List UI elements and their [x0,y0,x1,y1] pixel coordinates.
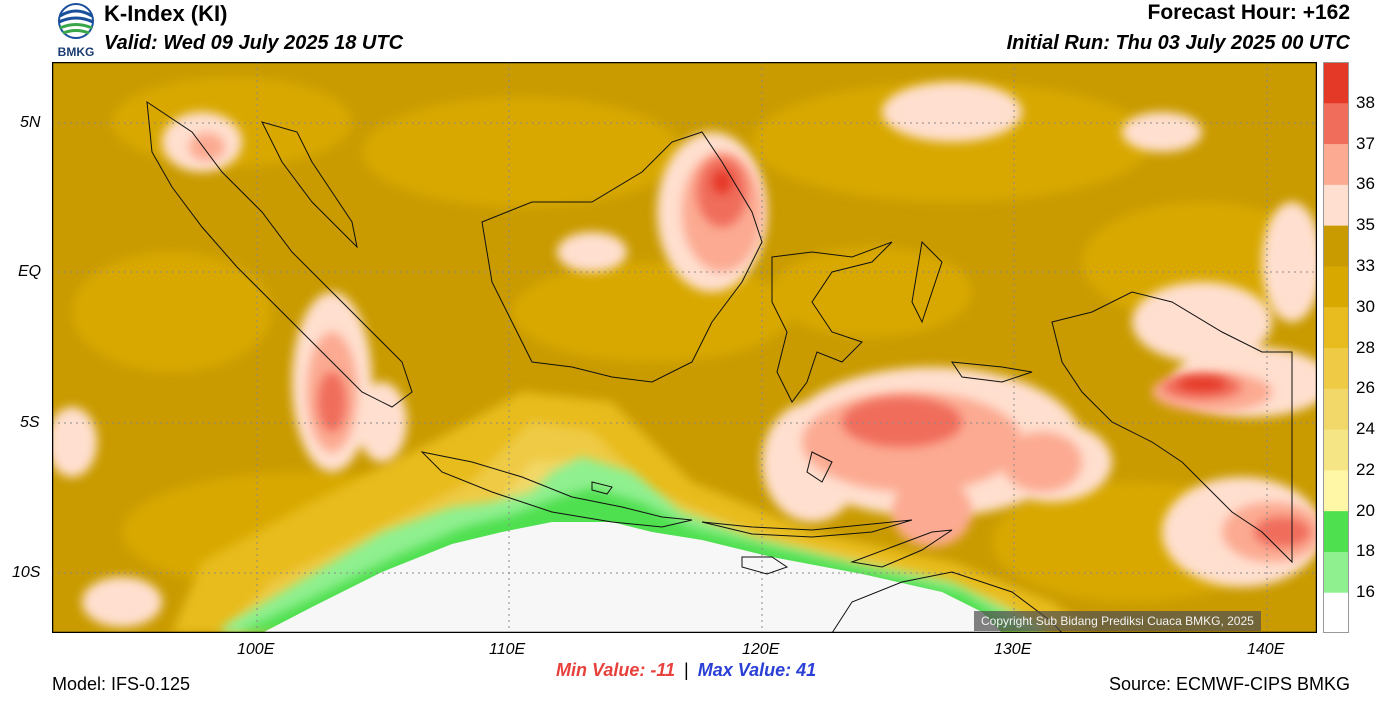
lat-label-5s: 5S [20,414,40,431]
colorbar-swatch [1323,62,1349,104]
lon-label-100e: 100E [237,641,275,658]
colorbar-label: 24 [1356,419,1375,439]
colorbar-swatch [1323,306,1349,348]
value-separator: | [684,660,689,680]
colorbar-swatch [1323,429,1349,471]
colorbar-label: 26 [1356,378,1375,398]
lon-label-130e: 130E [994,641,1032,658]
colorbar-label: 28 [1356,337,1375,357]
chart-title: K-Index (KI) [104,1,228,26]
colorbar-swatch [1323,184,1349,226]
lon-label-140e: 140E [1247,641,1285,658]
min-max-values: Min Value: -11 | Max Value: 41 [556,660,816,681]
logo-text: BMKG [57,45,95,59]
colorbar-label: 30 [1356,296,1375,316]
colorbar-border [1323,62,1349,633]
colorbar-label: 33 [1356,255,1375,275]
colorbar-label: 36 [1356,174,1375,194]
colorbar-swatch [1323,510,1349,552]
initial-run: Initial Run: Thu 03 July 2025 00 UTC [1006,32,1350,54]
lon-label-120e: 120E [742,641,780,658]
colorbar-label: 16 [1356,582,1375,602]
colorbar-label: 22 [1356,459,1375,479]
source-label: Source: ECMWF-CIPS BMKG [1108,674,1350,694]
model-label: Model: IFS-0.125 [52,674,191,694]
lat-label-10s: 10S [12,564,41,581]
valid-time: Valid: Wed 09 July 2025 18 UTC [104,32,404,54]
bmkg-logo [52,2,100,60]
lon-label-110e: 110E [489,641,526,658]
forecast-hour: Forecast Hour: +162 [1147,1,1351,24]
very-low-index-white [262,522,1002,633]
k-index-map [51,61,1318,634]
colorbar-label: 37 [1356,133,1375,153]
colorbar-swatch [1323,143,1349,185]
coastlines [146,100,1293,633]
colorbar-swatch [1323,469,1349,512]
lat-label-5n: 5N [20,114,41,131]
colorbar-swatch [1323,265,1349,308]
colorbar-label: 20 [1356,500,1375,520]
colorbar-swatch [1323,551,1349,593]
colorbar-swatch [1323,102,1349,145]
colorbar-swatch [1323,592,1349,634]
colorbar-label: 18 [1356,541,1375,561]
min-value: Min Value: -11 [556,660,676,680]
colorbar-swatch [1323,388,1349,430]
colorbar [1323,62,1349,634]
high-index-38 [712,170,1227,391]
lat-label-eq: EQ [18,263,42,280]
colorbar-swatch [1323,225,1349,267]
colorbar-swatch [1323,347,1349,389]
max-value: Max Value: 41 [697,660,817,680]
colorbar-label: 38 [1356,92,1375,112]
colorbar-label: 35 [1356,215,1375,235]
copyright-notice: Copyright Sub Bidang Prediksi Cuaca BMKG… [974,611,1261,631]
